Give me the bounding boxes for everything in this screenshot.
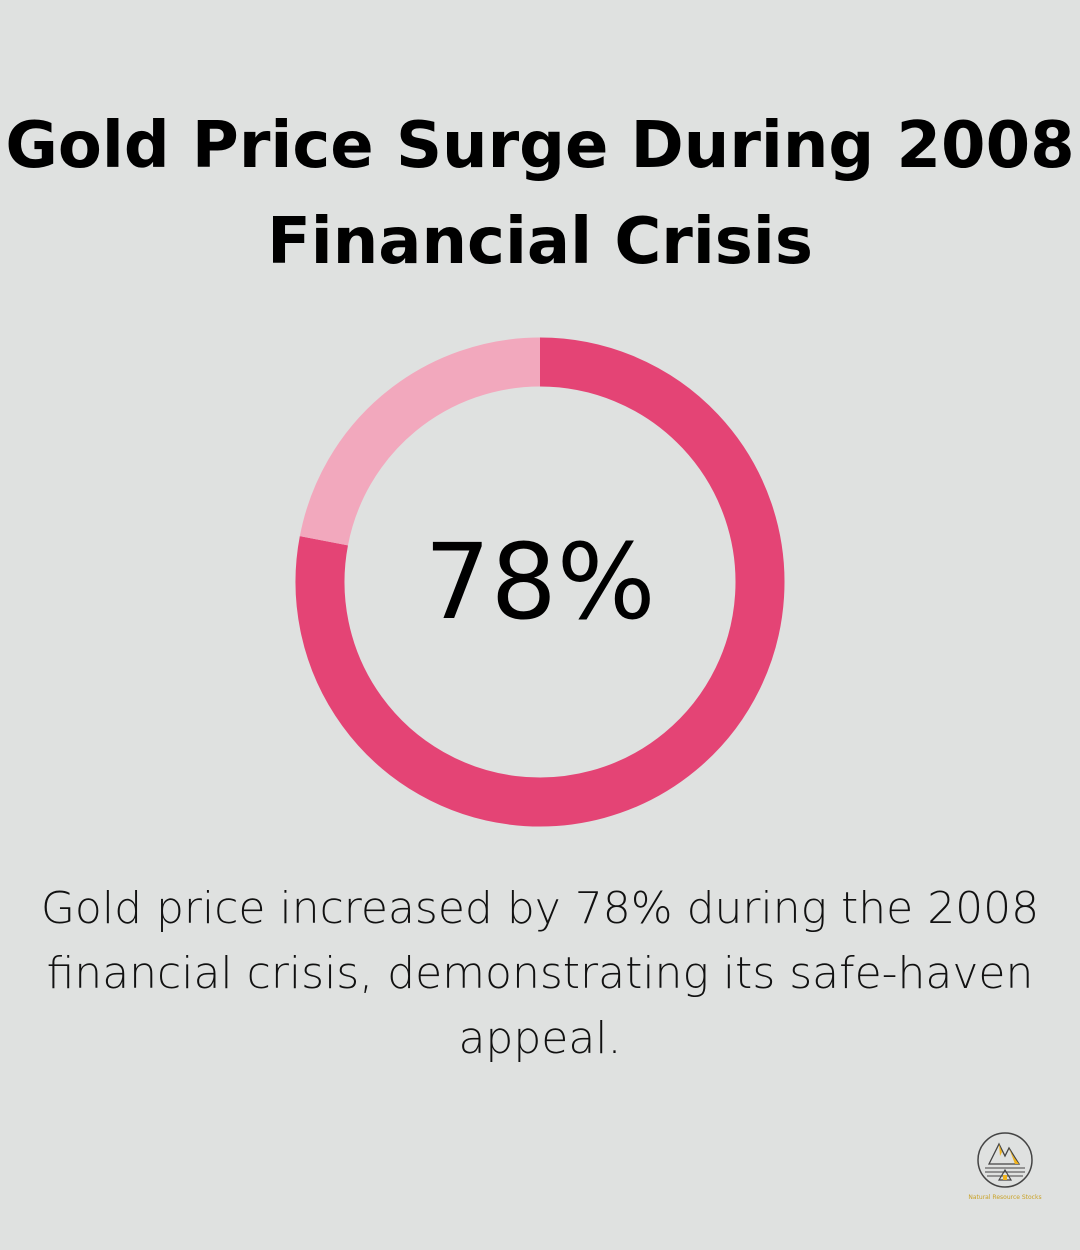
center-label: 78% — [424, 521, 656, 643]
donut-segment-value — [295, 337, 785, 827]
logo-text: Natural Resource Stocks — [968, 1194, 1042, 1201]
donut-chart — [295, 337, 785, 827]
chart-title: Gold Price Surge During 2008 Financial C… — [5, 109, 1075, 279]
donut-segment-remainder — [299, 337, 541, 546]
brand-logo: Natural Resource Stocks — [960, 1130, 1050, 1201]
description: Gold price increased by 78% during the 2… — [40, 883, 1040, 1064]
mountain-forest-cabin-logo-icon — [977, 1132, 1033, 1188]
